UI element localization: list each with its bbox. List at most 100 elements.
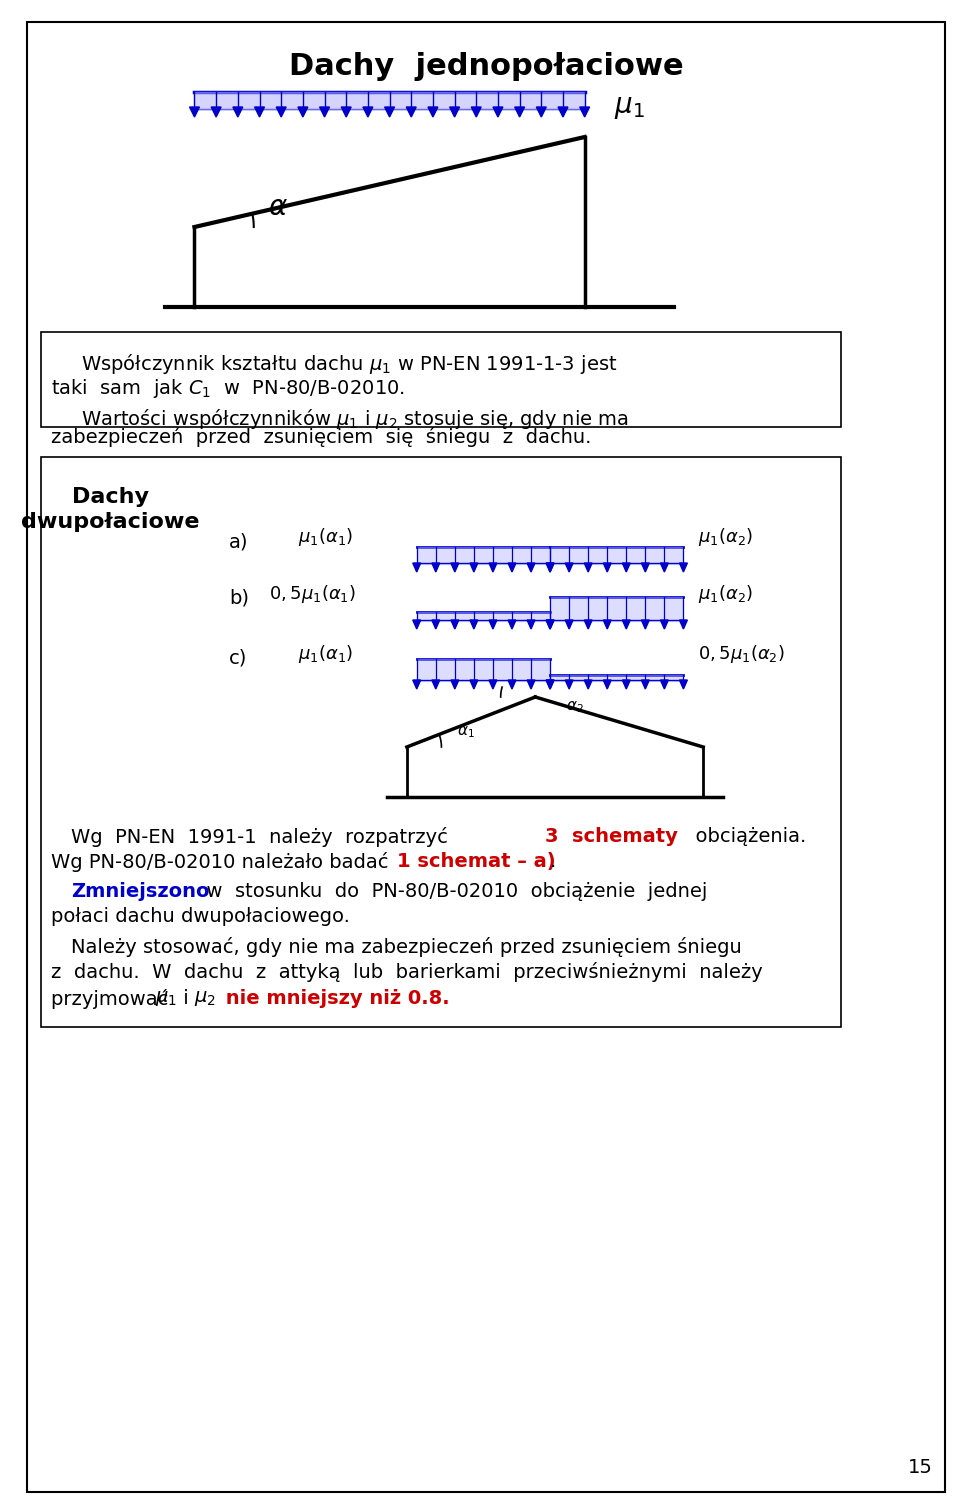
- Polygon shape: [493, 107, 503, 118]
- Polygon shape: [546, 680, 554, 689]
- Text: nie mniejszy niż 0.8.: nie mniejszy niż 0.8.: [219, 989, 450, 1008]
- Polygon shape: [527, 680, 535, 689]
- Polygon shape: [565, 619, 573, 628]
- Text: przyjmować: przyjmować: [51, 989, 175, 1010]
- Polygon shape: [233, 107, 243, 118]
- Polygon shape: [341, 107, 351, 118]
- Polygon shape: [489, 680, 497, 689]
- Polygon shape: [413, 619, 420, 628]
- Polygon shape: [660, 619, 668, 628]
- Text: dwupołaciowe: dwupołaciowe: [21, 512, 200, 532]
- Polygon shape: [603, 680, 612, 689]
- Text: $\mu_1(\alpha_1)$: $\mu_1(\alpha_1)$: [299, 643, 353, 665]
- Text: Należy stosować, gdy nie ma zabezpieczeń przed zsunięciem śniegu: Należy stosować, gdy nie ma zabezpieczeń…: [71, 937, 742, 957]
- Polygon shape: [508, 619, 516, 628]
- Polygon shape: [641, 564, 649, 573]
- Polygon shape: [680, 564, 687, 573]
- Polygon shape: [565, 564, 573, 573]
- Polygon shape: [363, 107, 372, 118]
- Polygon shape: [603, 564, 612, 573]
- Text: $\mu_1$: $\mu_1$: [155, 989, 177, 1008]
- Polygon shape: [622, 619, 630, 628]
- Polygon shape: [546, 564, 554, 573]
- Text: połaci dachu dwupołaciowego.: połaci dachu dwupołaciowego.: [51, 907, 350, 925]
- Polygon shape: [527, 564, 535, 573]
- Polygon shape: [585, 564, 592, 573]
- Polygon shape: [211, 107, 221, 118]
- Polygon shape: [298, 107, 308, 118]
- Text: b): b): [229, 589, 249, 607]
- Polygon shape: [622, 680, 630, 689]
- Text: $\alpha_2$: $\alpha_2$: [565, 699, 584, 714]
- Polygon shape: [406, 107, 417, 118]
- Polygon shape: [276, 107, 286, 118]
- Polygon shape: [470, 564, 478, 573]
- Polygon shape: [428, 107, 438, 118]
- Bar: [41, 457, 842, 1026]
- Text: $\alpha$: $\alpha$: [269, 193, 288, 222]
- Polygon shape: [565, 680, 573, 689]
- Text: $\mu_1(\alpha_1)$: $\mu_1(\alpha_1)$: [299, 526, 353, 549]
- Text: Zmniejszono: Zmniejszono: [71, 882, 209, 901]
- Text: c): c): [229, 650, 248, 668]
- Text: z  dachu.  W  dachu  z  attyką  lub  barierkami  przeciwśnieżnymi  należy: z dachu. W dachu z attyką lub barierkami…: [51, 961, 763, 983]
- Polygon shape: [622, 564, 630, 573]
- Text: 3  schematy: 3 schematy: [545, 827, 678, 845]
- Text: zabezpieczeń  przed  zsunięciem  się  śniegu  z  dachu.: zabezpieczeń przed zsunięciem się śniegu…: [51, 426, 591, 448]
- Polygon shape: [508, 680, 516, 689]
- Polygon shape: [515, 107, 524, 118]
- Text: 1 schemat – a): 1 schemat – a): [397, 851, 556, 871]
- Text: Wg PN-80/B-02010 należało badać: Wg PN-80/B-02010 należało badać: [51, 851, 395, 873]
- Polygon shape: [385, 107, 395, 118]
- Polygon shape: [546, 680, 554, 689]
- Text: Wg  PN-EN  1991-1  należy  rozpatrzyć: Wg PN-EN 1991-1 należy rozpatrzyć: [71, 827, 461, 847]
- Polygon shape: [537, 107, 546, 118]
- Bar: [41, 332, 842, 426]
- Polygon shape: [432, 564, 440, 573]
- Text: taki  sam  jak $C_1$  w  PN-80/B-02010.: taki sam jak $C_1$ w PN-80/B-02010.: [51, 377, 405, 399]
- Text: 15: 15: [908, 1457, 933, 1477]
- Polygon shape: [320, 107, 329, 118]
- Text: $\mu_2$: $\mu_2$: [195, 989, 216, 1008]
- Polygon shape: [432, 680, 440, 689]
- Polygon shape: [603, 619, 612, 628]
- Text: $\mu_1$: $\mu_1$: [614, 93, 645, 121]
- Polygon shape: [546, 564, 554, 573]
- Polygon shape: [470, 619, 478, 628]
- Text: Wartości współczynników $\mu_1$ i $\mu_2$ stosuje się, gdy nie ma: Wartości współczynników $\mu_1$ i $\mu_2…: [81, 407, 629, 431]
- Polygon shape: [585, 680, 592, 689]
- Polygon shape: [451, 564, 459, 573]
- Text: Dachy  jednopołaciowe: Dachy jednopołaciowe: [289, 53, 684, 81]
- Text: $0,5\mu_1(\alpha_1)$: $0,5\mu_1(\alpha_1)$: [269, 583, 355, 604]
- Text: w  stosunku  do  PN-80/B-02010  obciążenie  jednej: w stosunku do PN-80/B-02010 obciążenie j…: [195, 882, 708, 901]
- Polygon shape: [558, 107, 568, 118]
- Text: i: i: [177, 989, 195, 1008]
- Polygon shape: [546, 619, 554, 628]
- Polygon shape: [641, 680, 649, 689]
- Text: .: .: [550, 851, 557, 871]
- Polygon shape: [660, 564, 668, 573]
- Text: a): a): [229, 532, 249, 552]
- Polygon shape: [489, 564, 497, 573]
- Polygon shape: [660, 680, 668, 689]
- Polygon shape: [189, 107, 200, 118]
- Polygon shape: [432, 619, 440, 628]
- Polygon shape: [413, 680, 420, 689]
- Polygon shape: [580, 107, 589, 118]
- Polygon shape: [471, 107, 481, 118]
- Text: $\mu_1(\alpha_2)$: $\mu_1(\alpha_2)$: [698, 526, 754, 549]
- Polygon shape: [470, 680, 478, 689]
- Polygon shape: [546, 619, 554, 628]
- Polygon shape: [641, 619, 649, 628]
- Text: Współczynnik kształtu dachu $\mu_1$ w PN-EN 1991-1-3 jest: Współczynnik kształtu dachu $\mu_1$ w PN…: [81, 353, 617, 377]
- Polygon shape: [527, 619, 535, 628]
- Text: $\alpha_1$: $\alpha_1$: [457, 725, 475, 740]
- Polygon shape: [413, 564, 420, 573]
- Polygon shape: [254, 107, 264, 118]
- Text: $\mu_1(\alpha_2)$: $\mu_1(\alpha_2)$: [698, 583, 754, 604]
- Text: Dachy: Dachy: [72, 487, 149, 506]
- Polygon shape: [451, 619, 459, 628]
- Polygon shape: [449, 107, 460, 118]
- Polygon shape: [680, 619, 687, 628]
- Text: $0,5\mu_1(\alpha_2)$: $0,5\mu_1(\alpha_2)$: [698, 643, 785, 665]
